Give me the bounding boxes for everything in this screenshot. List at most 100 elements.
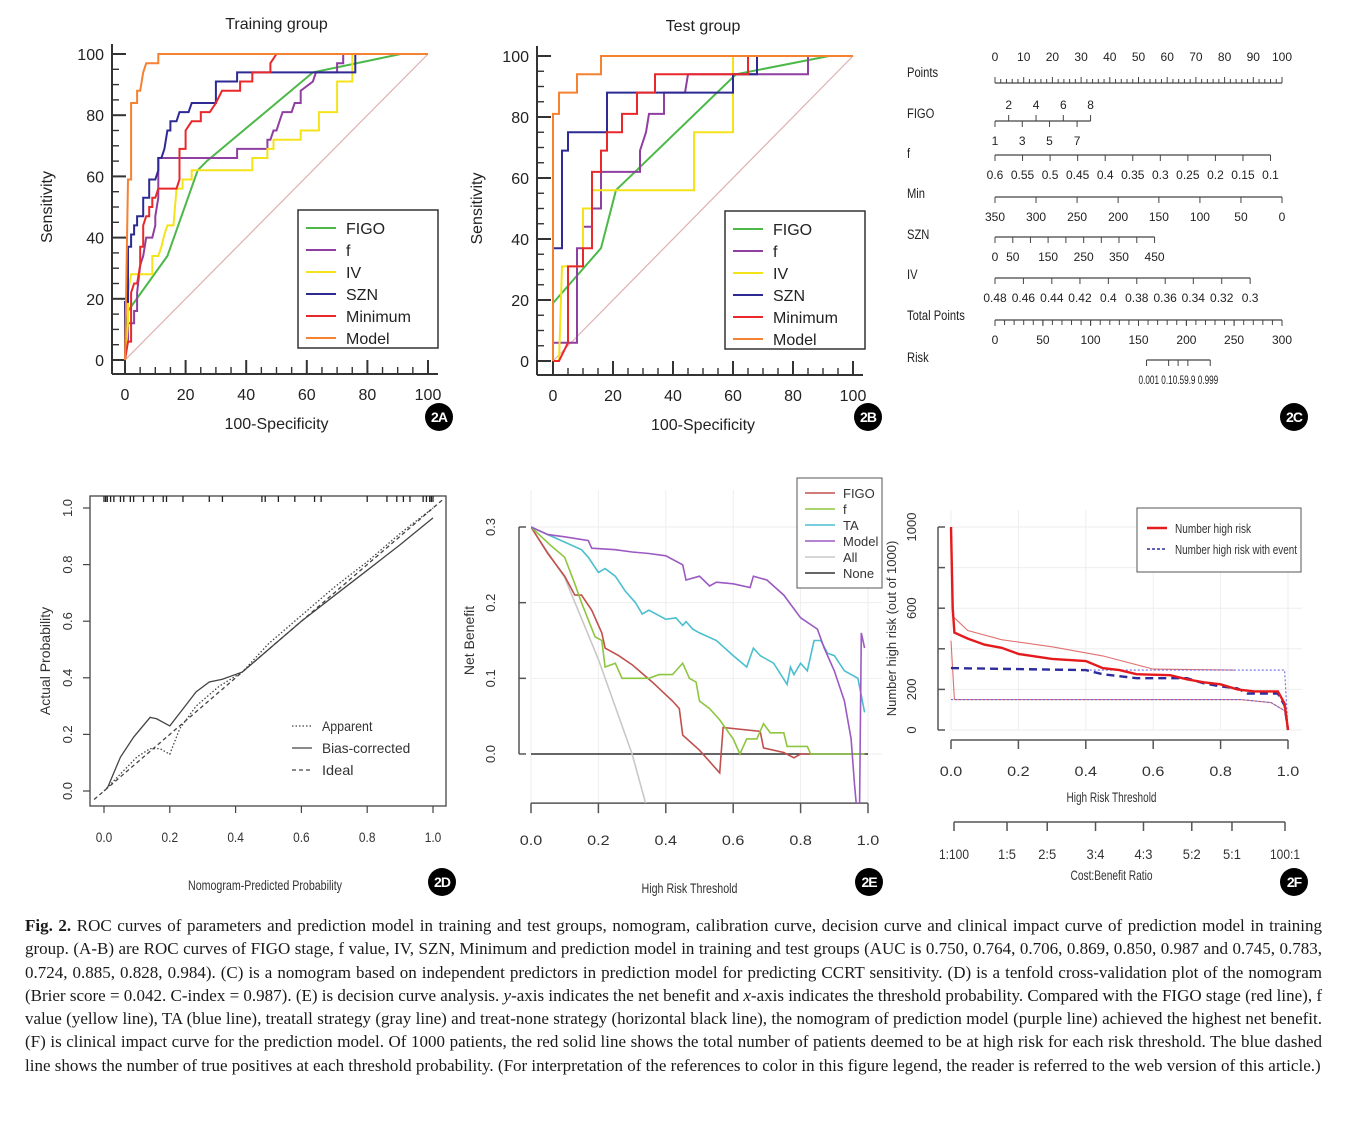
x-tick-label: 0 [549,388,558,405]
legend-label-model: Model [843,534,879,549]
legend-label-szn: SZN [346,287,378,304]
roc-line-f [552,55,853,361]
nomogram-row-label: FIGO [907,106,934,121]
panel-badge-2F: 2F [1280,868,1308,896]
roc-line-model [124,53,428,361]
roc-line-iv [124,53,428,361]
nomogram-tick-label: 0.4 [1097,168,1114,182]
nomogram-tick-label: 0.25 [1176,168,1200,182]
x-tick-label: 0.6 [722,832,745,848]
legend-label-number-high-risk-with-event: Number high risk with event [1175,542,1297,557]
x-tick-label: 1.0 [857,832,880,848]
x-tick-label: 100 [840,388,867,405]
x-tick-label: 0.0 [520,832,543,848]
nomogram-tick-label: 0 [992,250,999,264]
x-tick-label: 20 [177,387,195,404]
y-tick-label: 100 [502,49,529,66]
y-tick-label: 0 [520,354,529,371]
legend-label-f: f [843,502,847,517]
nomogram-tick-label: 350 [985,210,1005,224]
x-tick-label: 40 [664,388,682,405]
x-tick-label: 0.0 [940,763,963,779]
nomogram-tick-label: 0.38 [1125,291,1149,305]
nomogram-tick-label: 50 [1036,333,1050,347]
nomogram-tick-label: 0.3 [1152,168,1169,182]
nomogram-tick-label: 0.4 [1100,291,1117,305]
x-tick-label: 60 [724,388,742,405]
secondary-x-axis-label: Cost:Benefit Ratio [1071,867,1153,883]
nomogram-tick-label: 150 [1128,333,1148,347]
legend-label-f: f [773,244,778,261]
secondary-x-tick-label: 4:3 [1134,846,1152,862]
y-tick-label: 0.2 [60,725,75,743]
nomogram-tick-label: 50 [1006,250,1020,264]
y-tick-label: 0.3 [483,518,498,536]
y-tick-label: 80 [86,108,104,125]
y-tick-label: 0 [95,353,104,370]
nomogram-tick-label: 200 [1108,210,1128,224]
legend-label-f: f [346,243,351,260]
nomogram-tick-label: 30 [1074,50,1088,64]
reference-diagonal-line [552,55,854,362]
nomogram-tick-label: 70 [1189,50,1203,64]
panel-badge-2E: 2E [855,868,883,896]
nomogram-tick-label: 0.44 [1040,291,1064,305]
x-axis-label: Nomogram-Predicted Probability [188,877,342,893]
net-benefit-line-ta [531,526,866,713]
nomogram-row-label: IV [907,267,918,282]
nomogram-tick-label: 80 [1218,50,1232,64]
legend-label-model: Model [773,332,817,349]
x-tick-label: 0.8 [1209,763,1232,779]
nomogram-tick-label: 0.46 [1012,291,1036,305]
net-benefit-line-all [531,526,647,804]
x-tick-label: 20 [604,388,622,405]
x-tick-label: 80 [784,388,802,405]
roc-line-model [552,55,853,361]
x-tick-label: 0.8 [789,832,812,848]
x-tick-label: 0.8 [359,829,376,845]
calibration-chart: 0.0 0.2 0.4 0.6 0.8 1.0 0.0 0.2 0.4 0.6 0.8 1.0 Nomo… [37,495,447,893]
y-tick-label: 60 [511,171,529,188]
x-tick-label: 40 [237,387,255,404]
nomogram-tick-label: 4 [1033,98,1040,112]
y-tick-label: 60 [86,169,104,186]
x-tick-label: 1.0 [425,829,442,845]
nomogram-tick-label: 0.36 [1154,291,1178,305]
nomogram-tick-label: 0.45 [1066,168,1090,182]
nomogram-tick-label: 50 [1132,50,1146,64]
x-axis-label: High Risk Threshold [642,880,738,896]
legend-label-ideal: Ideal [322,762,354,778]
x-axis-label: 100-Specificity [224,416,328,433]
nomogram-tick-label: 0.1 [1262,168,1279,182]
x-tick-label: 1.0 [1277,763,1300,779]
caption-text-3: -axis indicates the threshold probabilit… [25,985,1322,1075]
calibration-line-bias-corrected [106,517,434,789]
nomogram-tick-label: 150 [1149,210,1169,224]
caption-y-italic: y [503,985,512,1005]
nomogram-row-label: f [907,146,911,161]
y-tick-label: 100 [77,47,104,64]
decision-curve-chart: 0.0 0.1 0.2 0.3 Net Benefit 0.0 0.2 0.4 0.6 0.8 1.… [461,477,883,896]
nomogram-tick-label: 350 [1109,250,1129,264]
legend-label-figo: FIGO [346,221,385,238]
legend-label-apparent: Apparent [322,718,372,734]
nomogram-tick-label: 150 [1038,250,1058,264]
x-tick-label: 0.2 [1007,763,1030,779]
nomogram-tick-label: 100 [1272,50,1292,64]
legend-box [297,209,439,349]
caption-text-1: ROC curves of parameters and prediction … [25,916,1323,1005]
nomogram-tick-label: 0.3 [1242,291,1259,305]
y-tick-label: 0.6 [60,612,75,630]
nomogram-tick-label: 8 [1087,98,1094,112]
nomogram-row-label: Risk [907,350,929,365]
nomogram-tick-label: 1 [992,134,999,148]
nomogram-tick-label: 3 [1019,134,1026,148]
legend-label-bias-corrected: Bias-corrected [322,740,410,756]
nomogram-tick-label: 0 [992,50,999,64]
legend-label-figo: FIGO [843,486,875,501]
nomogram-tick-label: 250 [1067,210,1087,224]
x-tick-label: 0.4 [1075,763,1098,779]
y-tick-label: 0.1 [483,669,498,687]
y-tick-label: 20 [511,293,529,310]
legend-label-minimum: Minimum [346,309,411,326]
